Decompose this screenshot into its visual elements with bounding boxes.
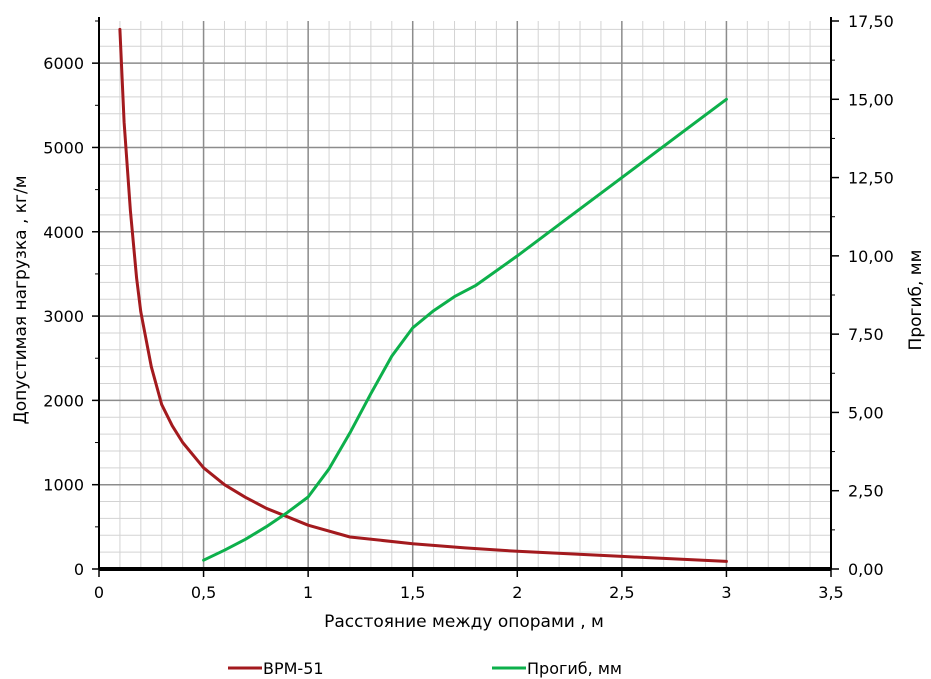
series-line-1 <box>202 97 728 562</box>
y-left-tick-label: 3000 <box>43 307 84 326</box>
legend-label-brm51: ВРМ-51 <box>263 659 324 678</box>
x-axis-title: Расстояние между опорами , м <box>324 612 604 632</box>
y-right-tick-label: 17,50 <box>848 12 894 31</box>
x-tick-label: 0 <box>94 583 104 602</box>
y-right-tick-label: 15,00 <box>848 90 894 109</box>
series-line-0 <box>118 27 728 563</box>
y-left-tick-label: 6000 <box>43 54 84 73</box>
x-tick-label: 3,5 <box>818 583 843 602</box>
y-left-tick-label: 4000 <box>43 223 84 242</box>
x-tick-label: 1,5 <box>400 583 425 602</box>
y-left-tick-label: 1000 <box>43 476 84 495</box>
x-tick-label: 2,5 <box>609 583 634 602</box>
y-left-tick-label: 0 <box>74 560 84 579</box>
ticks-layer: 0 0,5 1 1,5 2 2,5 3 3,5 0 1000 2000 3000 4000 5000 600… <box>43 12 894 602</box>
legend-label-deflection: Прогиб, мм <box>527 659 622 678</box>
y-right-axis-title: Прогиб, мм <box>906 250 926 351</box>
x-tick-label: 3 <box>721 583 731 602</box>
x-tick-label: 0,5 <box>191 583 216 602</box>
y-left-tick-label: 2000 <box>43 391 84 410</box>
y-left-tick-label: 5000 <box>43 138 84 157</box>
y-right-tick-label: 5,00 <box>848 403 884 422</box>
y-right-tick-label: 12,50 <box>848 169 894 188</box>
series-layer <box>118 27 728 563</box>
legend: ВРМ-51 Прогиб, мм <box>228 659 622 678</box>
y-right-tick-label: 2,50 <box>848 482 884 501</box>
y-right-tick-label: 10,00 <box>848 247 894 266</box>
y-right-tick-label: 0,00 <box>848 560 884 579</box>
y-left-axis-title: Допустимая нагрузка , кг/м <box>11 175 31 424</box>
x-tick-label: 1 <box>303 583 313 602</box>
x-tick-label: 2 <box>512 583 522 602</box>
axes-layer <box>98 17 832 571</box>
y-right-tick-label: 7,50 <box>848 325 884 344</box>
